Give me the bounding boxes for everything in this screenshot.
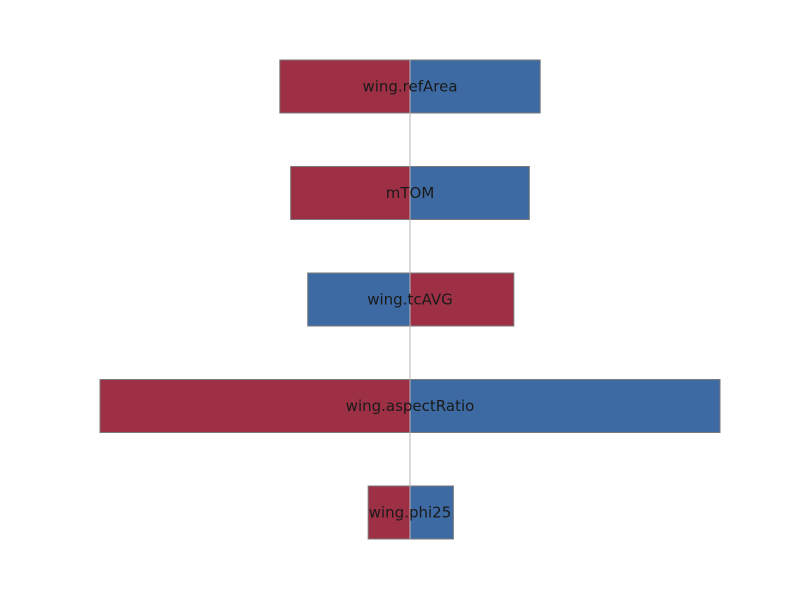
bar-wing-phi25-series-1 [367, 485, 411, 540]
category-label-wing-tcAVG: wing.tcAVG [367, 291, 453, 309]
category-label-wing-phi25: wing.phi25 [369, 504, 452, 522]
bars-group [99, 59, 721, 540]
bar-wing-tcAVG-series-2 [307, 272, 411, 327]
bar-mTOM-series-1 [290, 166, 411, 220]
bar-mTOM-series-2 [409, 166, 530, 220]
category-label-mTOM: mTOM [386, 184, 435, 202]
category-label-wing-aspectRatio: wing.aspectRatio [346, 397, 475, 415]
bar-wing-refArea-series-2 [409, 59, 541, 114]
bar-wing-aspectRatio-series-2 [409, 379, 721, 433]
bar-wing-tcAVG-series-1 [409, 272, 515, 327]
bar-wing-phi25-series-2 [409, 485, 454, 540]
category-label-wing-refArea: wing.refArea [362, 78, 457, 96]
